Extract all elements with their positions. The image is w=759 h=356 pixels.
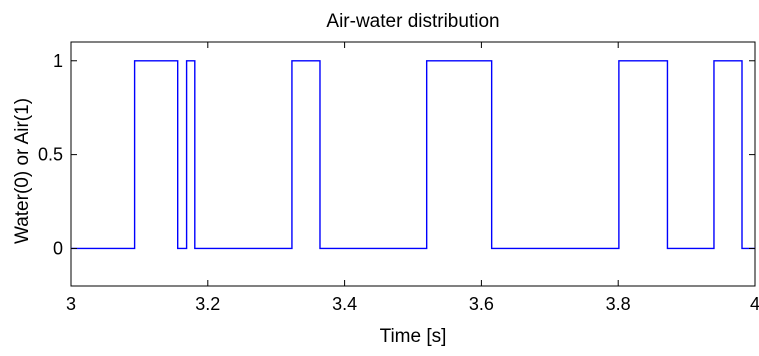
axes [71, 42, 755, 286]
x-tick-label: 3.6 [469, 294, 494, 314]
y-tick-label: 0 [53, 238, 63, 258]
y-axis-label: Water(0) or Air(1) [12, 98, 33, 244]
chart-title: Air-water distribution [326, 11, 499, 32]
x-tick-label: 4 [750, 294, 759, 314]
y-tick-label: 0.5 [38, 145, 63, 165]
x-tick-label: 3.8 [606, 294, 631, 314]
plot-frame [71, 42, 755, 286]
x-tick-label: 3 [66, 294, 76, 314]
x-tick-label: 3.2 [195, 294, 220, 314]
x-tick-label: 3.4 [332, 294, 357, 314]
x-axis-label: Time [s] [380, 326, 447, 347]
y-tick-label: 1 [53, 51, 63, 71]
